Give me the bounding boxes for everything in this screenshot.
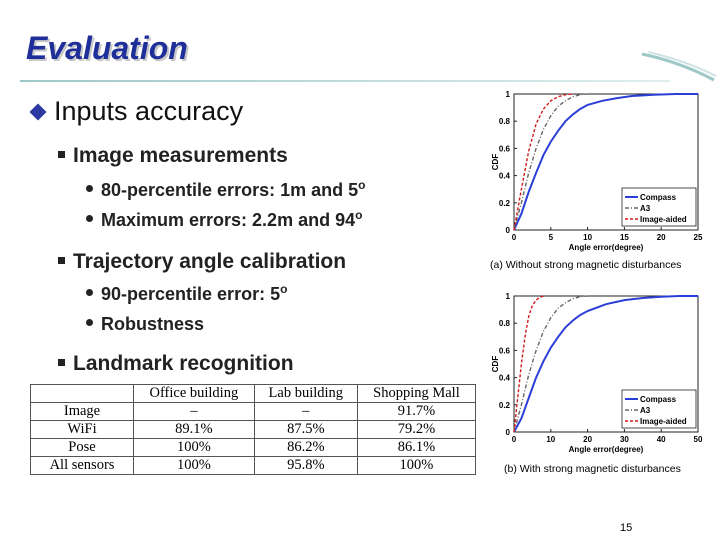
table-cell: – — [133, 402, 255, 421]
item-robustness: Robustness — [86, 314, 204, 335]
y-tick-label: 0.8 — [499, 117, 511, 126]
y-tick-label: 0.2 — [499, 401, 511, 410]
y-tick-label: 0.6 — [499, 346, 511, 355]
x-tick-label: 10 — [583, 233, 592, 242]
section-image-measurements: Image measurements — [58, 144, 288, 168]
y-tick-label: 0.2 — [499, 199, 511, 208]
x-tick-label: 0 — [512, 435, 517, 444]
table-cell: – — [253, 402, 358, 421]
legend-label: Image-aided — [640, 215, 687, 224]
legend-label: A3 — [640, 204, 651, 213]
legend-box — [621, 389, 697, 429]
series-line-compass — [513, 93, 698, 231]
table-cell: 100% — [356, 456, 477, 475]
recognition-table: Office building Lab building Shopping Ma… — [30, 384, 477, 475]
x-tick-label: 25 — [694, 233, 703, 242]
figure-caption-b: (b) With strong magnetic disturbances — [504, 463, 681, 475]
table-row: Pose 100% 86.2% 86.1% — [30, 438, 477, 457]
table-cell: 89.1% — [133, 420, 255, 439]
dot-bullet-icon — [86, 184, 93, 192]
y-tick-label: 0 — [506, 428, 511, 437]
legend-box — [621, 187, 697, 227]
x-tick-label: 50 — [694, 435, 703, 444]
x-tick-label: 30 — [620, 435, 629, 444]
figure-caption-a: (a) Without strong magnetic disturbances — [490, 259, 682, 271]
row-label: WiFi — [30, 420, 134, 439]
item-90-percentile: 90-percentile error: 5o — [86, 282, 287, 305]
item-80-percentile: 80-percentile errors: 1m and 5o — [86, 178, 365, 201]
table-header-row: Office building Lab building Shopping Ma… — [30, 384, 477, 403]
x-axis-label: Angle error(degree) — [569, 243, 644, 252]
section-trajectory: Trajectory angle calibration — [58, 250, 346, 274]
square-bullet-icon — [58, 150, 65, 158]
section-landmark: Landmark recognition — [58, 352, 294, 376]
table-row: Image – – 91.7% — [30, 402, 477, 421]
dot-bullet-icon — [86, 214, 93, 222]
square-bullet-icon — [58, 358, 65, 366]
legend-label: Image-aided — [640, 417, 687, 426]
table-cell: 87.5% — [253, 420, 358, 439]
y-tick-label: 1 — [506, 90, 511, 99]
y-tick-label: 0.4 — [499, 374, 511, 383]
x-tick-label: 20 — [583, 435, 592, 444]
diamond-bullet-icon — [29, 103, 47, 120]
table-row: All sensors 100% 95.8% 100% — [30, 456, 477, 475]
table-header: Office building — [133, 384, 255, 403]
series-line-compass — [513, 295, 698, 433]
x-axis-label: Angle error(degree) — [569, 445, 644, 454]
series-line-image-aided — [513, 93, 573, 231]
row-label: Image — [30, 402, 134, 421]
table-header — [30, 384, 134, 403]
swoosh-decoration — [641, 51, 717, 82]
slide-title: Evaluation — [26, 30, 188, 66]
page-number: 15 — [620, 522, 633, 534]
y-tick-label: 0.4 — [499, 172, 511, 181]
title-underline — [20, 80, 670, 82]
y-axis-label: CDF — [491, 356, 500, 373]
legend-label: Compass — [640, 395, 677, 404]
y-tick-label: 0.8 — [499, 319, 511, 328]
table-cell: 100% — [133, 456, 255, 475]
table-cell: 100% — [133, 438, 255, 457]
x-tick-label: 15 — [620, 233, 629, 242]
row-label: Pose — [30, 438, 134, 457]
table-cell: 91.7% — [356, 402, 477, 421]
dot-bullet-icon — [86, 318, 93, 326]
x-tick-label: 5 — [549, 233, 554, 242]
x-tick-label: 20 — [657, 233, 666, 242]
main-bullet-text: Inputs accuracy — [54, 96, 244, 126]
item-maximum-errors: Maximum errors: 2.2m and 94o — [86, 208, 362, 231]
table-cell: 79.2% — [356, 420, 477, 439]
x-tick-label: 10 — [546, 435, 555, 444]
x-tick-label: 40 — [657, 435, 666, 444]
table-cell: 86.2% — [253, 438, 358, 457]
square-bullet-icon — [58, 256, 65, 264]
y-tick-label: 0 — [506, 226, 511, 235]
main-bullet: Inputs accuracy — [26, 96, 243, 127]
y-axis-label: CDF — [491, 154, 500, 171]
y-tick-label: 1 — [506, 292, 511, 301]
table-header: Lab building — [253, 384, 358, 403]
y-tick-label: 0.6 — [499, 144, 511, 153]
row-label: All sensors — [30, 456, 134, 475]
table-cell: 86.1% — [356, 438, 477, 457]
table-row: WiFi 89.1% 87.5% 79.2% — [30, 420, 477, 439]
table-cell: 95.8% — [253, 456, 358, 475]
dot-bullet-icon — [86, 288, 93, 296]
series-line-a3 — [513, 93, 588, 231]
legend-label: A3 — [640, 406, 651, 415]
table-header: Shopping Mall — [356, 384, 477, 403]
x-tick-label: 0 — [512, 233, 517, 242]
series-line-a3 — [513, 295, 588, 433]
legend-label: Compass — [640, 193, 677, 202]
series-line-image-aided — [513, 295, 544, 433]
